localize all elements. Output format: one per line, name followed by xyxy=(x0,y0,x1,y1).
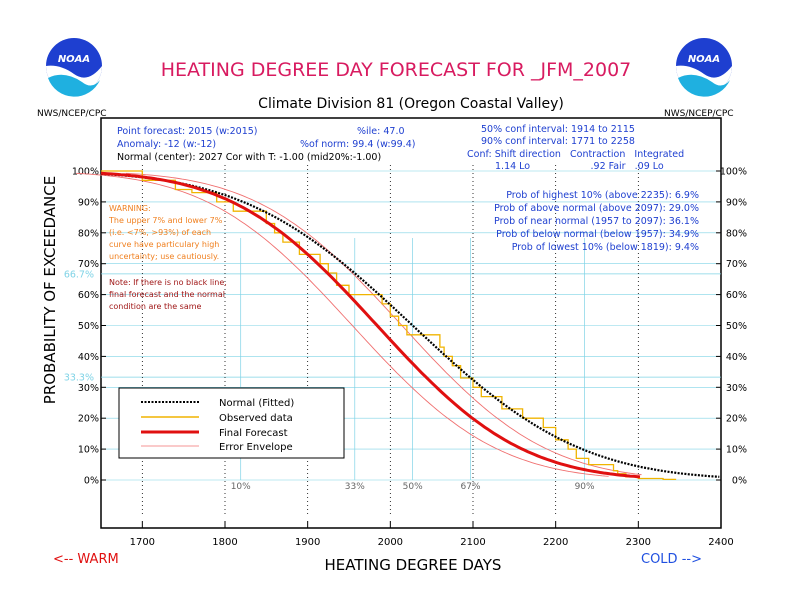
conf-values-text: 1.14 Lo .92 Fair .09 Lo xyxy=(495,161,664,172)
warning-line-3: curve have particulary high xyxy=(109,240,219,249)
y-tick-label-right: 80% xyxy=(726,228,747,239)
chart-title: HEATING DEGREE DAY FORECAST FOR _JFM_200… xyxy=(161,59,632,81)
chart-subtitle: Climate Division 81 (Oregon Coastal Vall… xyxy=(258,96,564,112)
y-tick-label-right: 50% xyxy=(726,321,747,332)
warning-line-4: uncertainty; use cautiously. xyxy=(109,252,219,261)
y-axis-title: PROBABILITY OF EXCEEDANCE xyxy=(41,176,59,404)
y-tick-label: 90% xyxy=(78,197,99,208)
legend: Normal (Fitted) Observed data Final Fore… xyxy=(118,387,345,459)
legend-label-normal: Normal (Fitted) xyxy=(219,398,294,409)
x-tick-label: 1700 xyxy=(130,537,155,548)
normal-center-text: Normal (center): 2027 Cor with T: -1.00 … xyxy=(117,152,381,163)
y-tick-label: 50% xyxy=(78,321,99,332)
noaa-logo-left: NOAA xyxy=(46,38,102,97)
quantile-label: 10% xyxy=(231,482,251,492)
note-line-1: Note: If there is no black line, xyxy=(109,278,227,287)
prob-near-normal: Prob of near normal (1957 to 2097): 36.1… xyxy=(494,216,699,227)
y-tick-label: 80% xyxy=(78,228,99,239)
final-forecast-line xyxy=(100,171,641,479)
note-box: Note: If there is no black line, final f… xyxy=(109,278,227,311)
warning-line-1: The upper 7% and lower 7% xyxy=(108,216,223,225)
probability-list: Prob of highest 10% (above 2235): 6.9% P… xyxy=(494,190,699,253)
warning-line-2: (i.e. <7%, >93%) of each xyxy=(109,228,211,237)
legend-label-forecast: Final Forecast xyxy=(219,428,288,439)
point-forecast-text: Point forecast: 2015 (w:2015) xyxy=(117,126,257,137)
legend-label-observed: Observed data xyxy=(219,413,293,424)
quantile-label: 50% xyxy=(403,482,423,492)
x-tick-label: 1800 xyxy=(212,537,237,548)
prob-below-normal: Prob of below normal (below 1957): 34.9% xyxy=(496,229,699,240)
warning-box: WARNING: The upper 7% and lower 7% (i.e.… xyxy=(108,204,223,261)
y-tick-label: 60% xyxy=(78,290,99,301)
warning-title: WARNING: xyxy=(109,204,151,213)
error-envelope-lower xyxy=(76,172,609,477)
y-tick-label-right: 70% xyxy=(726,259,747,270)
y-tick-label-right: 30% xyxy=(726,383,747,394)
plot-frame xyxy=(100,117,722,529)
conf50-text: 50% conf interval: 1914 to 2115 xyxy=(481,124,635,135)
x-tick-label: 2000 xyxy=(378,537,403,548)
note-line-3: condition are the same xyxy=(109,302,202,311)
org-label-left: NWS/NCEP/CPC xyxy=(37,109,107,119)
legend-label-envelope: Error Envelope xyxy=(219,442,293,453)
y-tick-label: 70% xyxy=(78,259,99,270)
conf-header-text: Conf: Shift direction Contraction Integr… xyxy=(467,149,684,160)
quantile-label: 67% xyxy=(461,482,481,492)
cold-label: COLD --> xyxy=(641,552,702,567)
y-tick-label: 30% xyxy=(78,383,99,394)
quantile-label: 33% xyxy=(345,482,365,492)
tercile-label: 33.3% xyxy=(64,373,94,384)
noaa-logo-right: NOAA xyxy=(676,38,732,97)
y-tick-label: 20% xyxy=(78,414,99,425)
prob-above-normal: Prob of above normal (above 2097): 29.0% xyxy=(494,203,699,214)
tercile-label: 66.7% xyxy=(64,269,94,280)
y-tick-label: 0% xyxy=(84,476,99,487)
anomaly-text: Anomaly: -12 (w:-12) xyxy=(117,139,216,150)
y-tick-label-right: 60% xyxy=(726,290,747,301)
y-tick-label: 10% xyxy=(78,445,99,456)
x-tick-label: 1900 xyxy=(295,537,320,548)
conf90-text: 90% conf interval: 1771 to 2258 xyxy=(481,136,635,147)
y-tick-label-right: 40% xyxy=(726,352,747,363)
normal-fitted-line xyxy=(100,172,720,478)
x-tick-label: 2300 xyxy=(626,537,651,548)
error-envelope-upper xyxy=(125,172,642,476)
noaa-logo-text-right: NOAA xyxy=(688,54,720,65)
y-tick-label: 40% xyxy=(78,352,99,363)
x-tick-label: 2100 xyxy=(460,537,485,548)
y-tick-label-right: 0% xyxy=(732,476,747,487)
y-tick-label-right: 20% xyxy=(726,414,747,425)
noaa-logo-text: NOAA xyxy=(58,54,90,65)
y-tick-label-right: 10% xyxy=(726,445,747,456)
curve-layer xyxy=(76,170,720,481)
y-tick-label-right: 100% xyxy=(720,167,747,178)
warm-label: <-- WARM xyxy=(53,552,119,567)
x-tick-label: 2200 xyxy=(543,537,568,548)
y-tick-label-right: 90% xyxy=(726,197,747,208)
prob-lowest-10: Prob of lowest 10% (below 1819): 9.4% xyxy=(512,242,699,253)
org-label-right: NWS/NCEP/CPC xyxy=(664,109,734,119)
note-line-2: final forecast and the normal xyxy=(109,290,225,299)
percentile-text: %ile: 47.0 xyxy=(357,126,405,137)
y-tick-label: 100% xyxy=(72,167,99,178)
x-axis-title: HEATING DEGREE DAYS xyxy=(325,556,502,574)
quantile-label: 90% xyxy=(575,482,595,492)
prob-highest-10: Prob of highest 10% (above 2235): 6.9% xyxy=(506,190,699,201)
x-tick-label: 2400 xyxy=(708,537,733,548)
percent-of-normal-text: %of norm: 99.4 (w:99.4) xyxy=(300,139,415,150)
